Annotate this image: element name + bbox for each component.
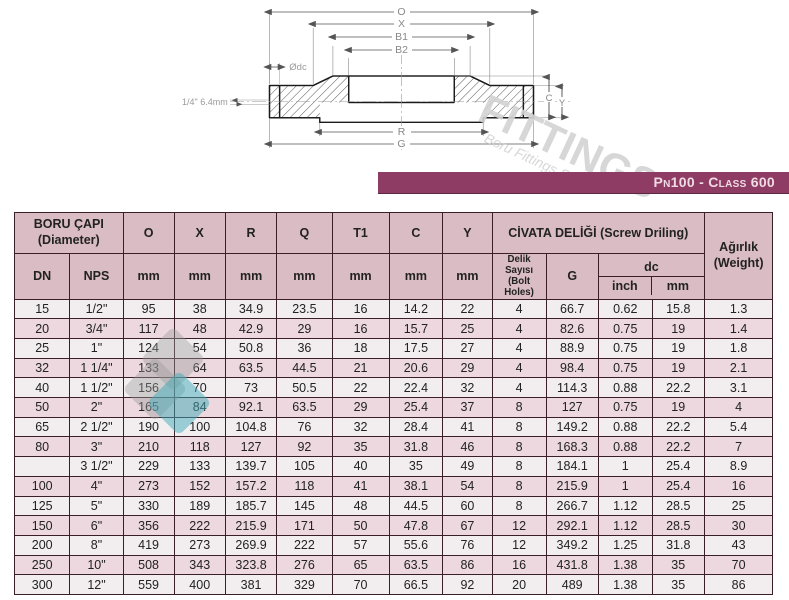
svg-text:Y: Y <box>559 98 566 109</box>
svg-text:Ødc: Ødc <box>289 62 307 73</box>
svg-text:B2: B2 <box>395 44 408 56</box>
svg-text:X: X <box>398 18 405 30</box>
svg-text:1/4" 6.4mm: 1/4" 6.4mm <box>182 97 228 107</box>
svg-text:R: R <box>398 126 406 138</box>
svg-text:O: O <box>397 6 405 18</box>
svg-text:B1: B1 <box>395 31 408 43</box>
svg-text:C: C <box>546 93 553 104</box>
svg-text:G: G <box>397 138 405 150</box>
